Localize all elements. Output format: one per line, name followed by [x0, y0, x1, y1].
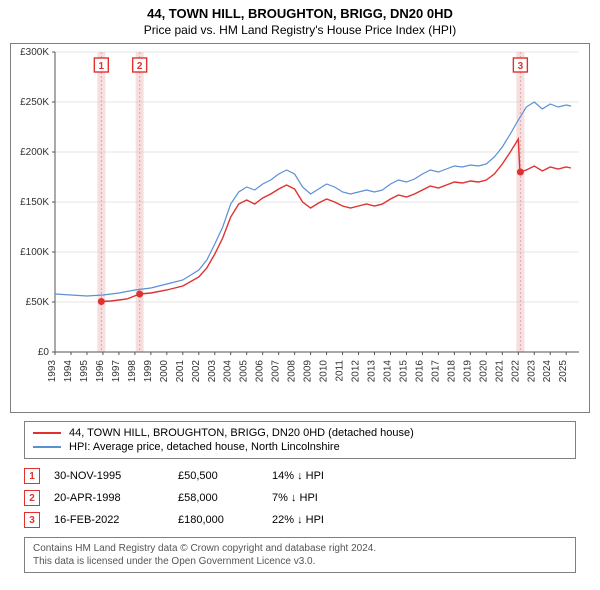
svg-text:2016: 2016	[414, 360, 425, 383]
svg-text:2015: 2015	[398, 360, 409, 383]
page-title: 44, TOWN HILL, BROUGHTON, BRIGG, DN20 0H…	[0, 0, 600, 21]
svg-text:2020: 2020	[478, 360, 489, 383]
svg-text:£50K: £50K	[26, 297, 50, 308]
svg-text:2025: 2025	[558, 360, 569, 383]
sale-row: 2 20-APR-1998 £58,000 7% ↓ HPI	[24, 487, 576, 509]
svg-text:2002: 2002	[191, 360, 202, 383]
sale-price: £180,000	[178, 514, 258, 526]
sale-date: 16-FEB-2022	[54, 514, 164, 526]
legend-swatch	[33, 432, 61, 434]
svg-text:2003: 2003	[207, 360, 218, 383]
footer-attribution: Contains HM Land Registry data © Crown c…	[24, 537, 576, 573]
svg-text:£200K: £200K	[20, 147, 49, 158]
sale-delta: 14% ↓ HPI	[272, 470, 362, 482]
svg-text:2023: 2023	[526, 360, 537, 383]
legend-item: 44, TOWN HILL, BROUGHTON, BRIGG, DN20 0H…	[33, 426, 567, 440]
svg-text:3: 3	[518, 61, 524, 72]
svg-text:1995: 1995	[79, 360, 90, 383]
sale-delta: 7% ↓ HPI	[272, 492, 362, 504]
chart-container: £0 £50K £100K £150K £200K £250K £300K 1993 1994 1…	[10, 43, 590, 413]
svg-text:2006: 2006	[255, 360, 266, 383]
legend-item: HPI: Average price, detached house, Nort…	[33, 440, 567, 454]
svg-text:1994: 1994	[63, 360, 74, 383]
svg-text:£0: £0	[38, 347, 50, 358]
legend-label: 44, TOWN HILL, BROUGHTON, BRIGG, DN20 0H…	[69, 427, 414, 439]
sales-table: 1 30-NOV-1995 £50,500 14% ↓ HPI 2 20-APR-1998…	[24, 465, 576, 531]
svg-text:2001: 2001	[175, 360, 186, 383]
sale-marker-icon: 1	[24, 468, 40, 484]
svg-text:£300K: £300K	[20, 47, 49, 58]
footer-line: Contains HM Land Registry data © Crown c…	[33, 542, 567, 555]
svg-text:1998: 1998	[127, 360, 138, 383]
svg-text:2014: 2014	[382, 360, 393, 383]
svg-text:1: 1	[99, 61, 105, 72]
sale-date: 20-APR-1998	[54, 492, 164, 504]
legend: 44, TOWN HILL, BROUGHTON, BRIGG, DN20 0H…	[24, 421, 576, 459]
legend-label: HPI: Average price, detached house, Nort…	[69, 441, 340, 453]
svg-text:2022: 2022	[510, 360, 521, 383]
price-chart: £0 £50K £100K £150K £200K £250K £300K 1993 1994 1…	[11, 44, 589, 412]
svg-text:2009: 2009	[303, 360, 314, 383]
svg-text:2007: 2007	[271, 360, 282, 383]
svg-text:£250K: £250K	[20, 97, 49, 108]
svg-text:£150K: £150K	[20, 197, 49, 208]
svg-text:£100K: £100K	[20, 247, 49, 258]
svg-text:2021: 2021	[494, 360, 505, 383]
svg-text:2004: 2004	[223, 360, 234, 383]
sale-marker-icon: 2	[24, 490, 40, 506]
svg-text:2: 2	[137, 61, 143, 72]
svg-text:2011: 2011	[335, 360, 346, 382]
sale-row: 3 16-FEB-2022 £180,000 22% ↓ HPI	[24, 509, 576, 531]
svg-text:2013: 2013	[367, 360, 378, 383]
svg-text:2024: 2024	[542, 360, 553, 383]
sale-date: 30-NOV-1995	[54, 470, 164, 482]
svg-text:2010: 2010	[319, 360, 330, 383]
svg-text:1999: 1999	[143, 360, 154, 383]
sale-marker-icon: 3	[24, 512, 40, 528]
svg-text:2008: 2008	[287, 360, 298, 383]
svg-text:2012: 2012	[351, 360, 362, 383]
svg-text:2000: 2000	[159, 360, 170, 383]
page-subtitle: Price paid vs. HM Land Registry's House …	[0, 21, 600, 43]
svg-text:1996: 1996	[95, 360, 106, 383]
sale-price: £50,500	[178, 470, 258, 482]
legend-swatch	[33, 446, 61, 448]
sale-price: £58,000	[178, 492, 258, 504]
sale-delta: 22% ↓ HPI	[272, 514, 362, 526]
svg-text:2005: 2005	[239, 360, 250, 383]
svg-text:2017: 2017	[430, 360, 441, 383]
footer-line: This data is licensed under the Open Gov…	[33, 555, 567, 568]
sale-row: 1 30-NOV-1995 £50,500 14% ↓ HPI	[24, 465, 576, 487]
svg-text:1997: 1997	[111, 360, 122, 383]
svg-text:2018: 2018	[446, 360, 457, 383]
svg-text:1993: 1993	[47, 360, 58, 383]
svg-text:2019: 2019	[462, 360, 473, 383]
